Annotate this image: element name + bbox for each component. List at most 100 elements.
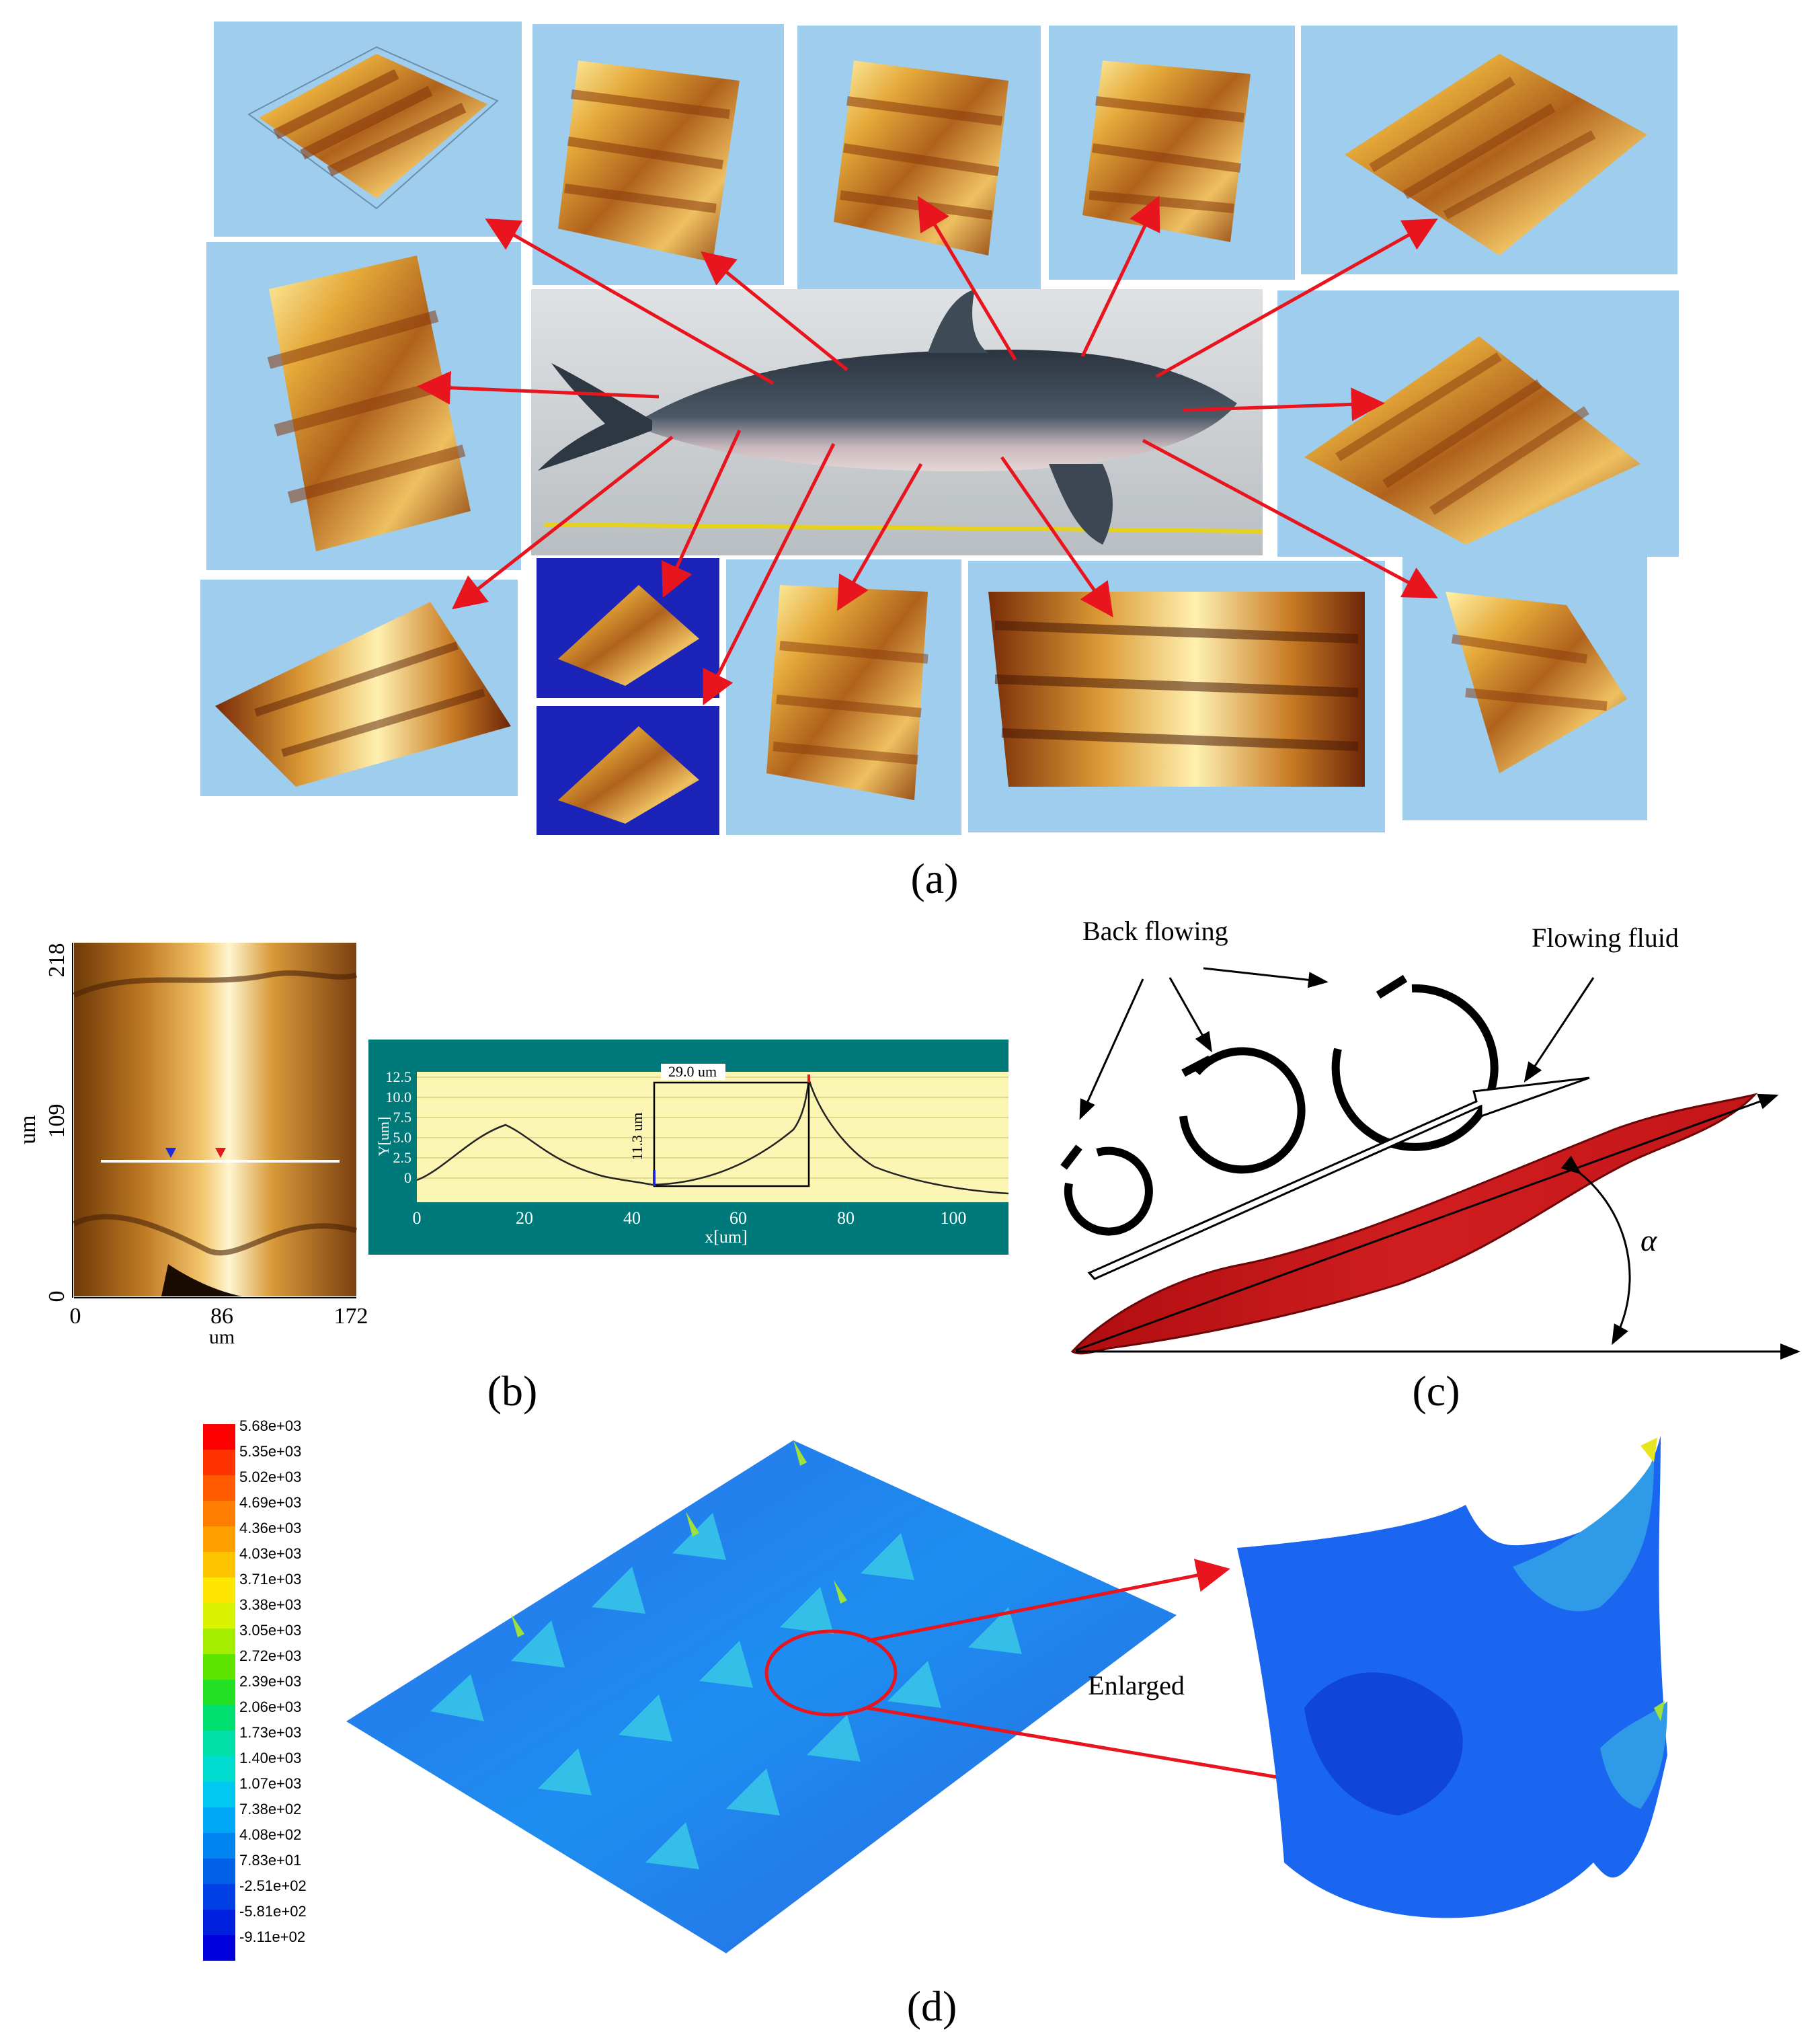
legend-value-label: 3.71e+03 xyxy=(239,1571,301,1588)
legend-swatch xyxy=(203,1424,235,1450)
legend-swatch xyxy=(203,1526,235,1552)
legend-swatch xyxy=(203,1450,235,1475)
contour-legend xyxy=(203,1424,235,1961)
afm-thumb-8 xyxy=(200,580,518,796)
profile-x-tick-2: 40 xyxy=(623,1208,641,1228)
legend-value-label: 4.69e+03 xyxy=(239,1494,301,1511)
angle-alpha-label: α xyxy=(1640,1223,1657,1257)
legend-value-label: 2.06e+03 xyxy=(239,1698,301,1715)
profile-y-tick-1: 10.0 xyxy=(386,1089,412,1105)
afm-thumb-9 xyxy=(537,558,719,698)
enlarged-region-marker xyxy=(764,1629,898,1717)
legend-swatch xyxy=(203,1935,235,1961)
afm-thumb-1 xyxy=(214,22,522,237)
map-x-tick-mid: 86 xyxy=(210,1304,233,1329)
panel-c-label: (c) xyxy=(1412,1367,1460,1415)
legend-swatch xyxy=(203,1833,235,1859)
map-y-tick-bottom: 0 xyxy=(44,1291,69,1302)
legend-swatch xyxy=(203,1577,235,1603)
angle-arc xyxy=(1560,1155,1631,1345)
legend-value-label: 2.39e+03 xyxy=(239,1673,301,1690)
legend-value-label: 3.38e+03 xyxy=(239,1596,301,1613)
afm-thumb-10 xyxy=(537,706,719,835)
legend-swatch xyxy=(203,1807,235,1833)
legend-value-label: -9.11e+02 xyxy=(239,1928,305,1945)
profile-y-tick-4: 2.5 xyxy=(393,1149,412,1166)
panel-b-label: (b) xyxy=(487,1367,538,1415)
profile-width-annotation: 29.0 um xyxy=(668,1063,717,1080)
afm-thumb-3 xyxy=(797,26,1041,289)
profile-x-tick-3: 60 xyxy=(729,1208,747,1228)
legend-swatch xyxy=(203,1552,235,1577)
legend-swatch xyxy=(203,1884,235,1910)
legend-swatch xyxy=(203,1501,235,1526)
profile-x-tick-5: 100 xyxy=(941,1208,967,1228)
afm-thumb-12 xyxy=(968,561,1385,832)
legend-value-label: 7.83e+01 xyxy=(239,1852,301,1869)
afm-thumb-4 xyxy=(1049,26,1295,280)
chord-line xyxy=(1075,1093,1779,1352)
panel-d-label: (d) xyxy=(907,1982,957,2030)
panel-c: Back flowing Flowing fluid α (c) xyxy=(1060,916,1801,1415)
afm-thumb-2 xyxy=(532,24,784,285)
back-flowing-label: Back flowing xyxy=(1082,916,1228,946)
profile-y-tick-5: 0 xyxy=(404,1169,411,1186)
back-flow-pointers xyxy=(1079,967,1595,1120)
blue-cursor-icon xyxy=(165,1148,176,1158)
profile-height-annotation: 11.3 um xyxy=(629,1112,645,1160)
profile-y-tick-0: 12.5 xyxy=(386,1068,412,1085)
legend-value-label: 3.05e+03 xyxy=(239,1622,301,1639)
map-x-tick-left: 0 xyxy=(70,1304,81,1329)
legend-value-label: 4.03e+03 xyxy=(239,1545,301,1562)
legend-value-label: 1.40e+03 xyxy=(239,1750,301,1766)
afm-thumb-6 xyxy=(206,242,521,570)
profile-x-tick-0: 0 xyxy=(413,1208,422,1228)
map-y-axis-label: um xyxy=(15,1115,40,1144)
panel-a-arrows xyxy=(417,195,1438,705)
afm-height-map xyxy=(72,943,358,1298)
legend-value-label: 5.68e+03 xyxy=(239,1417,301,1434)
afm-thumb-11 xyxy=(726,559,961,835)
legend-value-label: -5.81e+02 xyxy=(239,1903,307,1920)
legend-swatch xyxy=(203,1654,235,1680)
legend-value-label: 5.35e+03 xyxy=(239,1443,301,1460)
legend-swatch xyxy=(203,1629,235,1654)
vortex-large-icon xyxy=(1331,984,1499,1151)
map-x-axis-label: um xyxy=(209,1326,235,1348)
map-x-tick-right: 172 xyxy=(334,1304,368,1329)
vortex-medium-icon xyxy=(1179,1047,1306,1174)
red-cursor-icon xyxy=(215,1148,226,1158)
legend-swatch xyxy=(203,1910,235,1935)
map-y-tick-mid: 109 xyxy=(44,1104,69,1138)
panel-d: 5.68e+03 5.35e+03 5.02e+03 4.69e+03 4.36e+03… xyxy=(203,1417,1667,2030)
legend-swatch xyxy=(203,1756,235,1782)
afm-thumb-5 xyxy=(1301,26,1677,274)
legend-value-label: 4.08e+02 xyxy=(239,1826,301,1843)
height-profile-chart xyxy=(368,1040,1009,1255)
stress-contour-surface xyxy=(346,1440,1177,1953)
legend-swatch xyxy=(203,1475,235,1501)
panel-a: (a) xyxy=(200,22,1679,902)
legend-value-label: 4.36e+03 xyxy=(239,1520,301,1536)
enlarged-view xyxy=(1237,1436,1667,1918)
profile-x-axis-label: x[um] xyxy=(705,1227,748,1247)
legend-swatch xyxy=(203,1705,235,1731)
flow-direction-arrow xyxy=(1087,1077,1590,1280)
legend-swatch xyxy=(203,1782,235,1807)
legend-value-label: 1.73e+03 xyxy=(239,1724,301,1741)
vortex-circles xyxy=(1060,974,1499,1236)
flowing-fluid-label: Flowing fluid xyxy=(1532,923,1679,953)
enlarged-label: Enlarged xyxy=(1088,1670,1185,1701)
afm-thumb-13 xyxy=(1402,557,1647,820)
profile-x-tick-4: 80 xyxy=(837,1208,855,1228)
legend-value-label: -2.51e+02 xyxy=(239,1877,307,1894)
panel-b: 218 109 0 um 0 86 172 um 29.0 um xyxy=(15,943,1009,1415)
legend-swatch xyxy=(203,1680,235,1705)
profile-x-tick-1: 20 xyxy=(516,1208,533,1228)
legend-value-label: 7.38e+02 xyxy=(239,1801,301,1818)
afm-thumbnails xyxy=(200,22,1679,835)
vortex-small-icon xyxy=(1064,1146,1153,1236)
legend-value-label: 2.72e+03 xyxy=(239,1647,301,1664)
map-y-tick-top: 218 xyxy=(44,943,69,978)
